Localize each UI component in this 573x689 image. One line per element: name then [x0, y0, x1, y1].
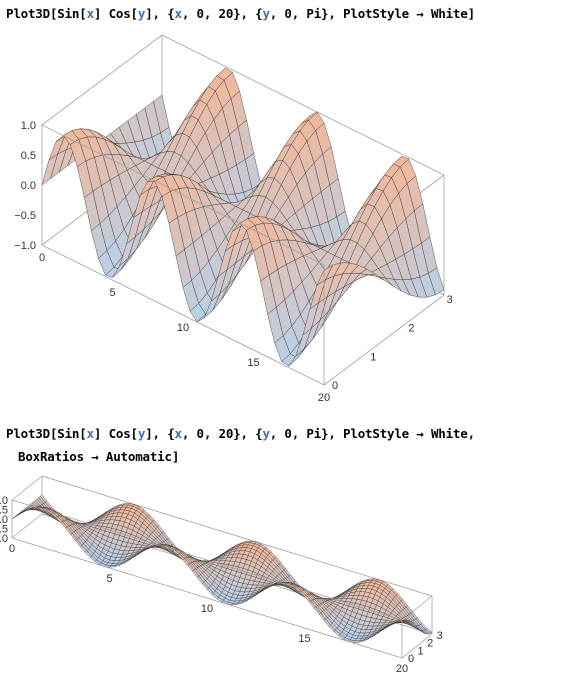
code-variable: x — [174, 426, 183, 441]
plot2-y-tick-label: 0 — [408, 653, 414, 665]
code-variable: y — [137, 426, 146, 441]
plot1-y-tick-label: 2 — [408, 323, 414, 335]
plot1-y-tick-label: 0 — [332, 380, 338, 392]
plot2-z-tick-label: 0.0 — [0, 514, 8, 526]
plot2-z-tick-label: −0.5 — [0, 524, 8, 536]
plot1-z-tick-label: 0.5 — [21, 150, 36, 162]
plot2-x-tick-label: 15 — [298, 633, 310, 645]
plot1-x-tick-label: 10 — [177, 322, 189, 334]
input-cell-2-line-1[interactable]: Plot3D[Sin[x] Cos[y], {x, 0, 20}, {y, 0,… — [6, 426, 475, 441]
plot2-y-tick-label: 3 — [437, 630, 443, 642]
code-token: ] Cos[ — [93, 6, 138, 21]
plot2-y-tick-label: 2 — [427, 638, 433, 650]
code-variable: x — [174, 6, 183, 21]
code-token: Plot3D[Sin[ — [6, 6, 87, 21]
code-variable: x — [86, 426, 95, 441]
plot1-y-tick-label: 1 — [370, 351, 376, 363]
plot1-z-tick-label: 1.0 — [21, 120, 36, 132]
plot1-surface-patches — [41, 67, 445, 367]
plot1-x-tick-label: 0 — [39, 252, 45, 264]
plot2-surface-patches — [11, 494, 433, 643]
plot1-z-tick-label: −1.0 — [14, 240, 36, 252]
plot2-bounding-box-front — [11, 499, 433, 659]
code-variable: y — [262, 6, 270, 21]
plot2-y-tick-label: 1 — [418, 645, 424, 657]
code-token: ], { — [145, 426, 175, 441]
plot2-x-tick-label: 20 — [396, 663, 408, 675]
plot2-z-tick-label: 0.5 — [0, 505, 8, 517]
code-variable: y — [262, 426, 270, 441]
code-variable: x — [86, 6, 95, 21]
plot2-z-tick-label: −1.0 — [0, 533, 8, 545]
code-token: ] Cos[ — [93, 426, 138, 441]
plot2-x-tick-label: 0 — [9, 543, 15, 555]
plot2-surface-group — [11, 475, 433, 659]
input-cell-1[interactable]: Plot3D[Sin[x] Cos[y], {x, 0, 20}, {y, 0,… — [6, 6, 475, 21]
plot1-x-tick-label: 20 — [318, 392, 330, 404]
code-token: , 0, 20}, { — [181, 6, 263, 21]
plot1-z-tick-label: −0.5 — [14, 210, 36, 222]
plot1-surface-group — [41, 34, 445, 386]
code-token: ], { — [145, 6, 175, 21]
plot1-x-tick-label: 15 — [247, 357, 259, 369]
plot2-x-tick-label: 10 — [201, 603, 213, 615]
code-token: BoxRatios → Automatic] — [18, 449, 180, 464]
input-cell-2-line-2[interactable]: BoxRatios → Automatic] — [18, 449, 179, 464]
plot1-bounding-box-front — [41, 124, 445, 386]
code-token: , 0, Pi}, PlotStyle → White, — [269, 426, 475, 441]
code-token: , 0, 20}, { — [181, 426, 263, 441]
plot1-y-tick-label: 3 — [447, 294, 453, 306]
code-token: Plot3D[Sin[ — [6, 426, 87, 441]
code-variable: y — [137, 6, 146, 21]
plot2-z-tick-label: 1.0 — [0, 495, 8, 507]
code-token: , 0, Pi}, PlotStyle → White] — [269, 6, 475, 21]
plot1-x-tick-label: 5 — [109, 287, 115, 299]
plot1-z-tick-label: 0.0 — [21, 180, 36, 192]
plot2-x-tick-label: 5 — [106, 573, 112, 585]
